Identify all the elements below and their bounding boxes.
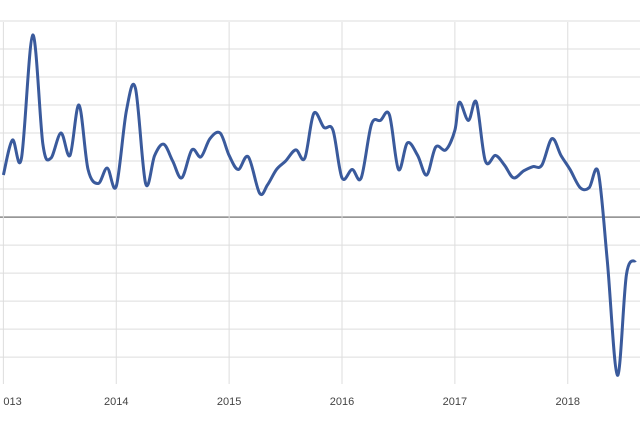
x-tick-label: 2014 (104, 396, 128, 408)
x-tick-label: 2018 (556, 396, 580, 408)
x-tick-label: 2015 (217, 396, 241, 408)
x-tick-label: 2016 (330, 396, 354, 408)
x-tick-label: 013 (3, 396, 21, 408)
x-tick-label: 2017 (443, 396, 467, 408)
series-line (1, 33, 637, 377)
